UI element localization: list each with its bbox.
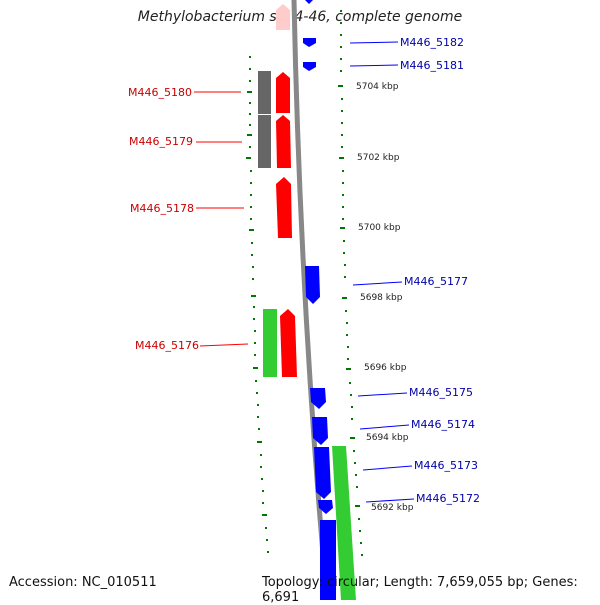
gene-feature-top-blue[interactable] xyxy=(305,0,313,4)
gene-feature-blue-5175[interactable] xyxy=(310,388,326,409)
gene-feature-red-5179[interactable] xyxy=(276,115,291,168)
left-leader-lines xyxy=(194,91,249,347)
gene-label-M446_5175[interactable]: M446_5175 xyxy=(409,386,473,399)
gene-label-M446_5181[interactable]: M446_5181 xyxy=(400,59,464,72)
gene-feature-blue-5182[interactable] xyxy=(303,38,316,47)
gene-feature-red-5176[interactable] xyxy=(280,309,297,377)
gene-feature-blue-5181[interactable] xyxy=(303,62,316,71)
ruler-label-5698: 5698 kbp xyxy=(360,293,403,303)
left-tick-track xyxy=(246,56,269,553)
gene-feature-red-5180[interactable] xyxy=(276,72,290,113)
gene-label-M446_5180[interactable]: M446_5180 xyxy=(128,86,192,99)
left-gene-labels: M446_5180 M446_5179 M446_5178 M446_5176 xyxy=(128,86,199,352)
gene-feature-gray-1[interactable] xyxy=(258,71,271,114)
ruler-label-5700: 5700 kbp xyxy=(358,223,401,233)
gene-feature-green-5176[interactable] xyxy=(263,309,277,377)
gene-label-M446_5182[interactable]: M446_5182 xyxy=(400,36,464,49)
gene-feature-pink[interactable] xyxy=(276,4,290,30)
topology-text: Topology: circular; Length: 7,659,055 bp… xyxy=(262,575,578,605)
gene-label-M446_5172[interactable]: M446_5172 xyxy=(416,492,480,505)
gene-feature-blue-bottom[interactable] xyxy=(320,520,336,600)
ruler-label-5692: 5692 kbp xyxy=(371,503,414,513)
gene-feature-blue-5177[interactable] xyxy=(305,266,320,304)
right-leader-lines xyxy=(349,41,415,503)
ruler-label-5696: 5696 kbp xyxy=(364,363,407,373)
gene-label-M446_5179[interactable]: M446_5179 xyxy=(129,135,193,148)
gene-label-M446_5176[interactable]: M446_5176 xyxy=(135,339,199,352)
right-tick-track xyxy=(338,10,363,556)
accession-text: Accession: NC_010511 xyxy=(9,575,157,590)
right-gene-labels: M446_5182 M446_5181 M446_5177 M446_5175 … xyxy=(400,36,480,505)
gene-label-M446_5178[interactable]: M446_5178 xyxy=(130,202,194,215)
gene-feature-blue-5172[interactable] xyxy=(318,500,333,514)
gene-label-M446_5173[interactable]: M446_5173 xyxy=(414,459,478,472)
gene-feature-gray-2[interactable] xyxy=(258,115,271,168)
gene-label-M446_5177[interactable]: M446_5177 xyxy=(404,275,468,288)
gene-feature-blue-5174[interactable] xyxy=(312,417,328,445)
gene-feature-blue-5173[interactable] xyxy=(314,447,331,499)
gene-label-M446_5174[interactable]: M446_5174 xyxy=(411,418,475,431)
ruler-label-5704: 5704 kbp xyxy=(356,82,399,92)
genome-title: Methylobacterium sp. 4-46, complete geno… xyxy=(137,9,463,25)
gene-feature-red-5178[interactable] xyxy=(276,177,292,238)
genome-backbone xyxy=(291,0,330,600)
ruler-label-5694: 5694 kbp xyxy=(366,433,409,443)
ruler-labels: 5704 kbp 5702 kbp 5700 kbp 5698 kbp 5696… xyxy=(356,82,414,513)
ruler-label-5702: 5702 kbp xyxy=(357,153,400,163)
gene-feature-green-right[interactable] xyxy=(332,446,356,600)
